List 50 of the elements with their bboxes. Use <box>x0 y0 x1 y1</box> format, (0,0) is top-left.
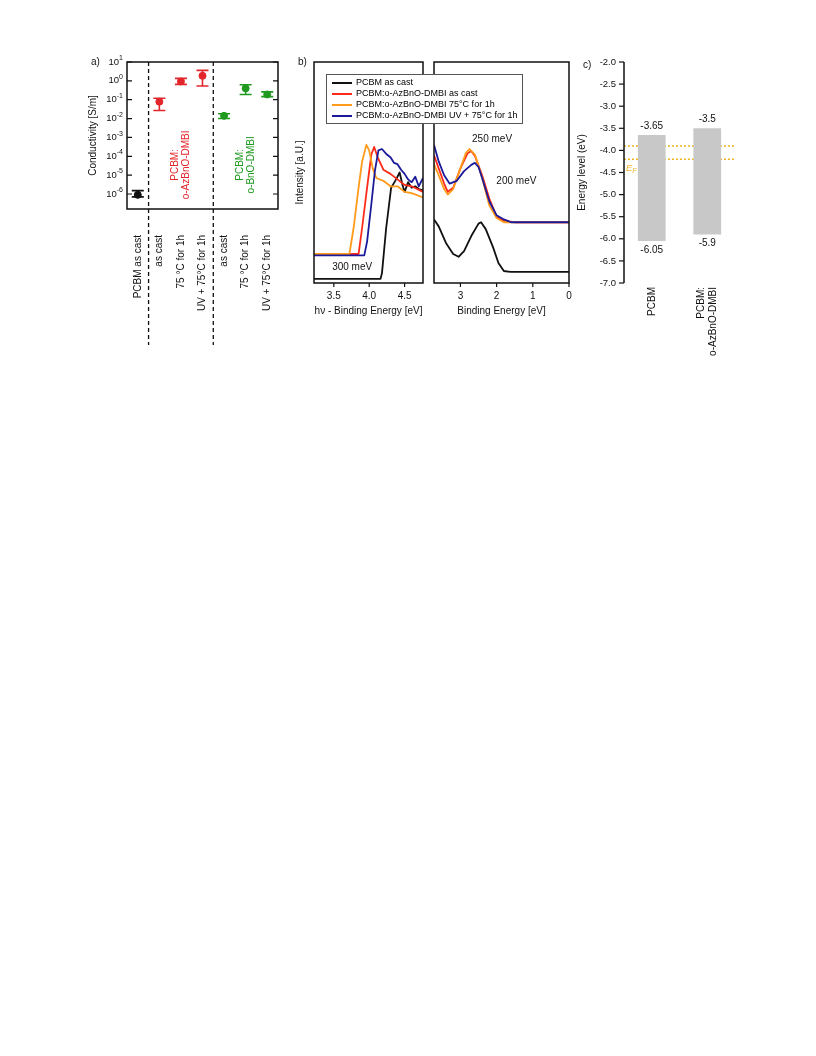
x-tick-label: as cast <box>217 234 229 267</box>
chart-title: b) <box>298 55 307 67</box>
x-tick-label: PCBM <box>645 286 657 316</box>
y-tick-label: -5.0 <box>599 188 617 200</box>
x-axis-title: Binding Energy [eV] <box>457 304 546 316</box>
point <box>198 71 207 80</box>
chart-title: a) <box>91 55 100 67</box>
x-tick-label: 0 <box>566 289 573 301</box>
y-tick-label: -3.0 <box>599 99 617 111</box>
x-tick-label: 75 °C for 1h <box>239 234 251 289</box>
annotation: -6.05 <box>640 243 664 255</box>
chart-title: c) <box>583 58 592 70</box>
annotation: PCBM: o-BnO-DMBI <box>233 136 257 194</box>
legend-label: PCBM:o-AzBnO-DMBI 75°C for 1h <box>356 99 495 109</box>
x-tick-label: as cast <box>153 234 165 267</box>
x-axis-title: hν - Binding Energy [eV] <box>314 304 423 316</box>
x-tick-label: UV + 75°C for 1h <box>260 235 272 311</box>
y-tick-label: -2.5 <box>599 77 617 89</box>
x-tick-label: 1 <box>530 289 537 301</box>
y-tick-label: -6.0 <box>599 232 617 244</box>
x-tick-label: 2 <box>493 289 500 301</box>
y-axis-title: Intensity [a.U.] <box>293 140 305 205</box>
y-tick-label: -3.5 <box>599 121 617 133</box>
y-tick-label: -2.0 <box>599 55 617 67</box>
x-tick-label: 3 <box>457 289 464 301</box>
legend-label: PCBM:o-AzBnO-DMBI as cast <box>356 88 478 98</box>
x-tick-label: 75 °C for 1h <box>174 234 186 289</box>
x-tick-label: 4.5 <box>397 289 412 301</box>
x-tick-label: PCBM as cast <box>131 234 143 299</box>
x-tick-label: PCBM: o-AzBnO-DMBI <box>695 287 718 356</box>
x-tick-label: UV + 75°C for 1h <box>196 235 208 311</box>
y-tick-label: -5.5 <box>599 210 617 222</box>
x-tick-label: 4.0 <box>362 289 377 301</box>
annotation: -3.5 <box>698 113 717 125</box>
annotation: -3.65 <box>640 119 664 131</box>
y-tick-label: -6.5 <box>599 254 617 266</box>
text: 250 meV <box>472 133 513 145</box>
y-axis-title: Energy level (eV) <box>575 134 587 211</box>
y-tick-label: -4.0 <box>599 144 617 156</box>
annotation: 200 meV <box>496 175 537 187</box>
y-tick-label: -7.0 <box>599 276 617 288</box>
legend-label: PCBM as cast <box>356 77 414 87</box>
point <box>155 97 164 106</box>
x-tick-label: 3.5 <box>326 289 342 301</box>
annotation: 300 meV <box>332 261 373 273</box>
legend-label: PCBM:o-AzBnO-DMBI UV + 75°C for 1h <box>356 110 518 120</box>
annotation: PCBM: o-AzBnO-DMBI <box>168 130 192 200</box>
y-axis-title: Conductivity [S/m] <box>86 94 98 176</box>
annotation: -5.9 <box>698 237 717 249</box>
y-tick-label: -4.5 <box>599 166 617 178</box>
